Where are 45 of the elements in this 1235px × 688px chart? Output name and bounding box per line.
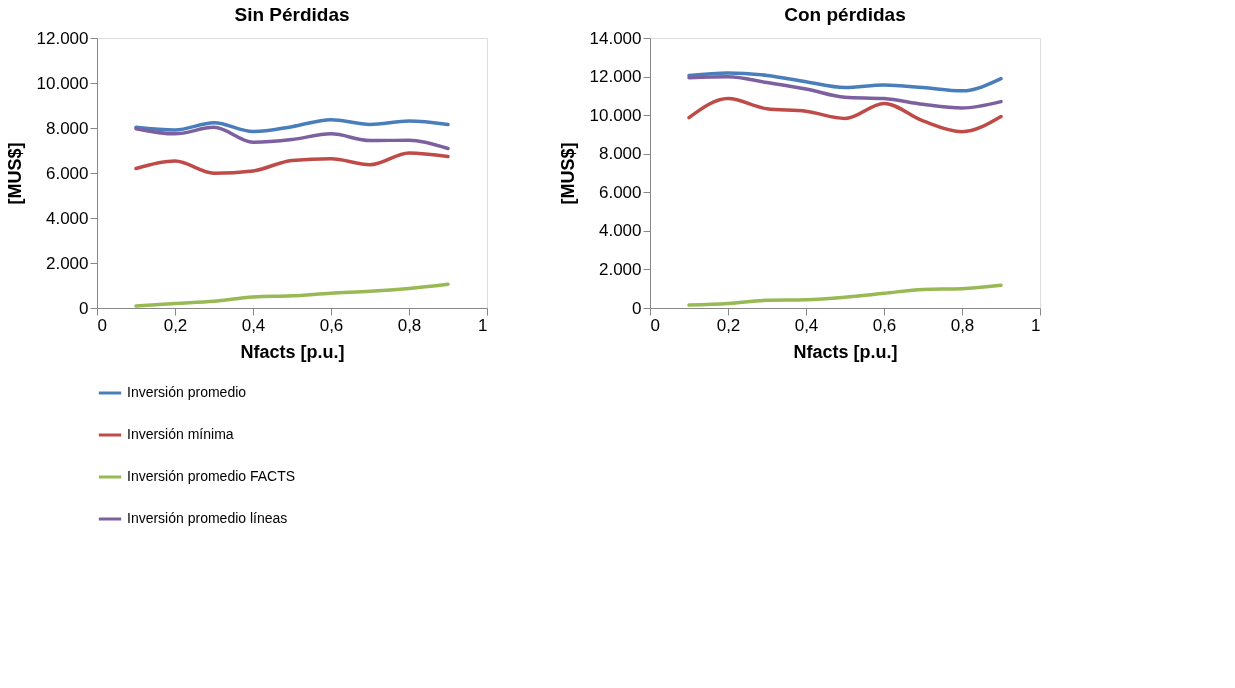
x-axis-title: Nfacts [p.u.] xyxy=(793,341,898,362)
y-tick-label: 8.000 xyxy=(598,144,642,164)
legend-label: Inversión promedio líneas xyxy=(127,510,288,526)
x-tick-label: 0,2 xyxy=(163,315,188,335)
y-tick-label: 2.000 xyxy=(45,253,89,273)
y-tick-label: 6.000 xyxy=(598,182,642,202)
line-series xyxy=(687,75,1003,110)
legend-label: Inversión mínima xyxy=(127,426,234,442)
x-tick-label: 0 xyxy=(97,315,107,335)
x-tick-label: 0,2 xyxy=(716,315,741,335)
y-tick-label: 14.000 xyxy=(589,28,642,48)
y-tick-label: 8.000 xyxy=(45,118,89,138)
y-tick-label: 10.000 xyxy=(36,73,89,93)
legend-label: Inversión promedio FACTS xyxy=(127,468,296,484)
x-tick-label: 0,6 xyxy=(319,315,344,335)
line-series xyxy=(134,151,450,175)
y-tick-label: 4.000 xyxy=(45,208,89,228)
y-axis-title: [MUS$] xyxy=(4,142,25,205)
x-tick-label: 0,4 xyxy=(241,315,266,335)
line-series xyxy=(134,282,450,308)
line-series xyxy=(687,283,1003,307)
x-tick-label: 0,4 xyxy=(794,315,819,335)
x-tick-label: 0,8 xyxy=(950,315,975,335)
line-series xyxy=(134,117,450,134)
line-series xyxy=(134,125,450,151)
x-axis-title: Nfacts [p.u.] xyxy=(240,341,345,362)
y-tick-label: 0 xyxy=(79,298,89,318)
line-series xyxy=(687,71,1003,93)
line-series xyxy=(687,96,1003,134)
y-tick-label: 4.000 xyxy=(598,221,642,241)
x-tick-label: 0,6 xyxy=(872,315,897,335)
y-tick-label: 12.000 xyxy=(589,67,642,87)
y-axis-title: [MUS$] xyxy=(557,142,578,205)
legend-label: Inversión promedio xyxy=(127,384,247,400)
x-tick-label: 0 xyxy=(650,315,660,335)
y-tick-label: 10.000 xyxy=(589,105,642,125)
y-tick-label: 6.000 xyxy=(45,163,89,183)
x-tick-label: 0,8 xyxy=(397,315,422,335)
chart-title: Con pérdidas xyxy=(784,4,906,25)
x-tick-label: 1 xyxy=(478,315,488,335)
y-tick-label: 0 xyxy=(632,298,642,318)
chart-title: Sin Pérdidas xyxy=(234,4,350,25)
x-tick-label: 1 xyxy=(1031,315,1041,335)
y-tick-label: 2.000 xyxy=(598,259,642,279)
y-tick-label: 12.000 xyxy=(36,28,89,48)
